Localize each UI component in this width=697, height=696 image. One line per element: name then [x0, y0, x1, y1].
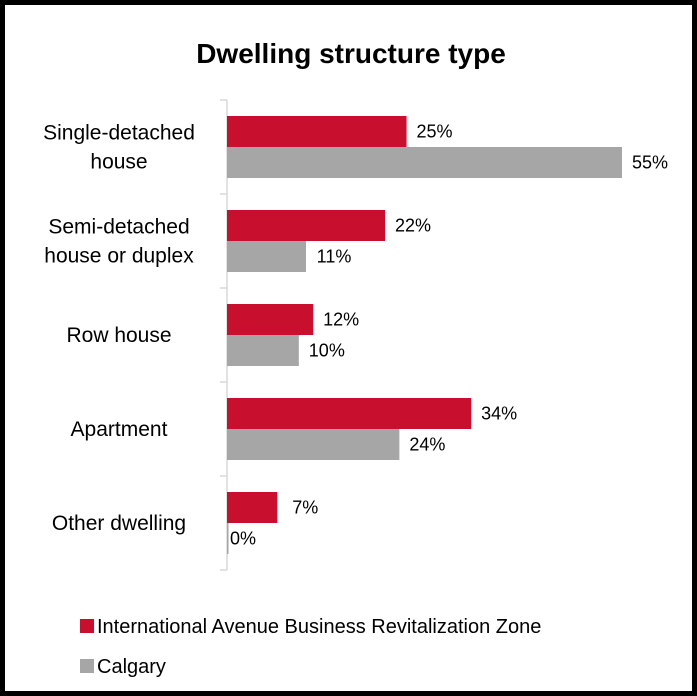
data-label: 22%: [395, 216, 431, 236]
category-label: house or duplex: [44, 245, 194, 268]
bar-calgary: [227, 335, 299, 366]
legend-label: Calgary: [97, 656, 166, 678]
data-label: 0%: [230, 529, 256, 549]
bar-international-avenue: [227, 304, 314, 335]
bar-calgary: [227, 429, 400, 460]
data-label: 10%: [309, 341, 345, 361]
bar-calgary: [227, 147, 622, 178]
category-label: Apartment: [71, 418, 168, 441]
data-label: 24%: [409, 435, 445, 455]
category-label: Row house: [66, 324, 171, 347]
bar-international-avenue: [227, 210, 385, 241]
category-label: house: [90, 151, 147, 174]
bar-calgary: [227, 241, 306, 272]
category-label: Semi-detached: [48, 216, 189, 239]
data-label: 11%: [317, 247, 352, 267]
chart-title: Dwelling structure type: [196, 38, 506, 69]
data-label: 25%: [417, 122, 453, 142]
legend-label: International Avenue Business Revitaliza…: [97, 616, 541, 638]
bar-international-avenue: [227, 116, 407, 147]
data-label: 34%: [481, 404, 517, 424]
category-label: Single-detached: [43, 122, 195, 145]
data-label: 55%: [632, 153, 668, 173]
bar-international-avenue: [227, 492, 278, 523]
legend-swatch: [80, 659, 94, 673]
category-label: Other dwelling: [52, 512, 186, 535]
data-label: 12%: [323, 310, 359, 330]
bar-calgary: [227, 523, 229, 554]
bar-international-avenue: [227, 398, 472, 429]
data-label: 7%: [292, 498, 318, 518]
legend-swatch: [80, 619, 94, 633]
